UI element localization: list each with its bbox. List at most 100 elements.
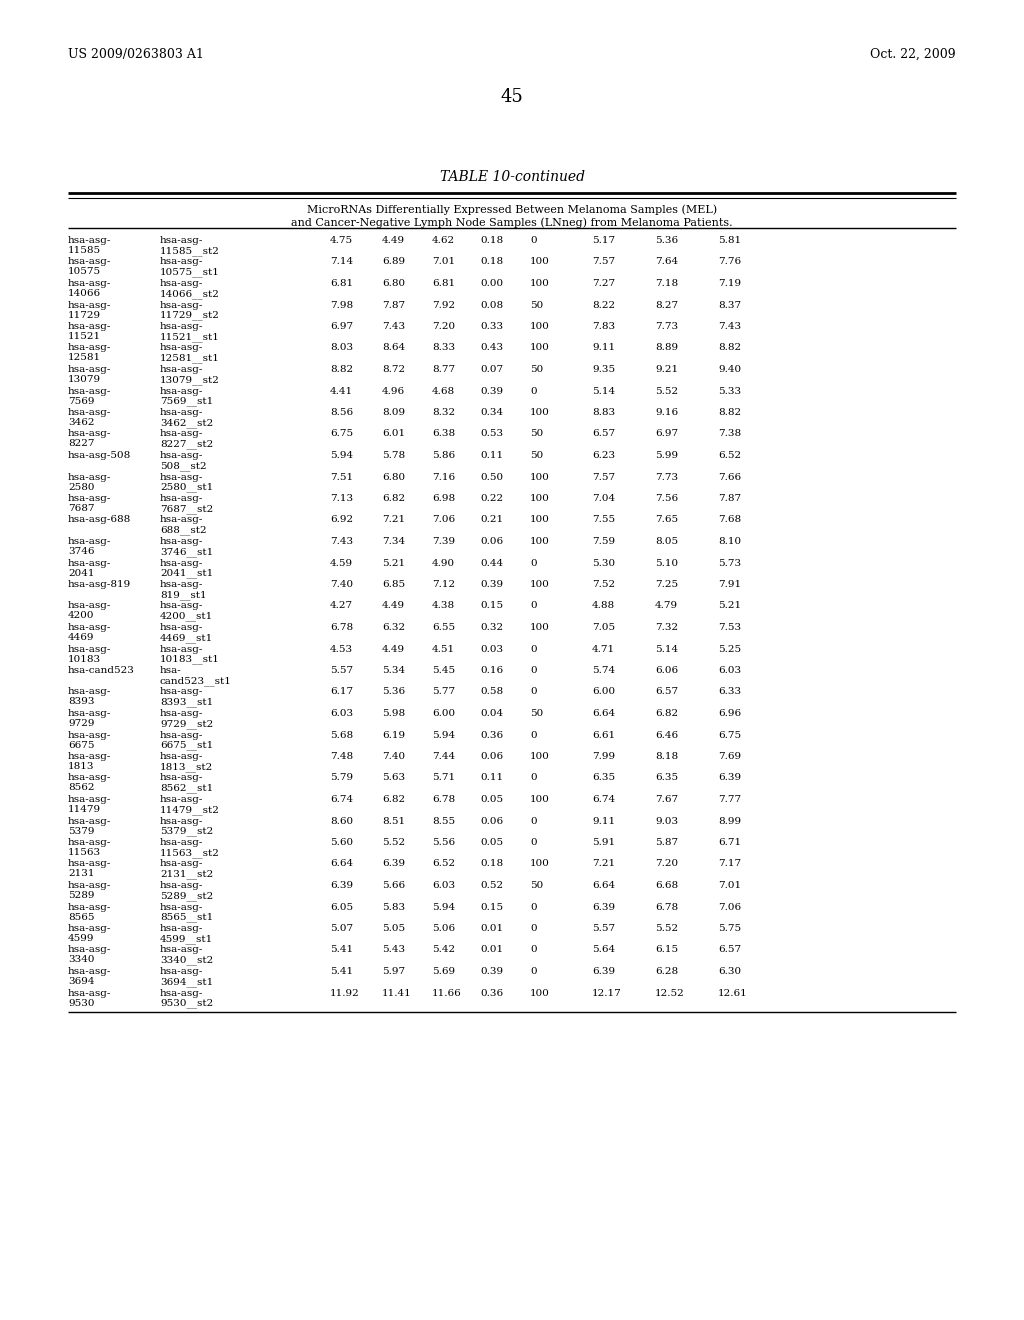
Text: hsa-asg-: hsa-asg- <box>68 688 112 697</box>
Text: 6.78: 6.78 <box>432 795 455 804</box>
Text: hsa-asg-: hsa-asg- <box>160 795 204 804</box>
Text: 7687__st2: 7687__st2 <box>160 504 213 513</box>
Text: hsa-asg-: hsa-asg- <box>160 322 204 331</box>
Text: 6.55: 6.55 <box>432 623 455 632</box>
Text: 8565: 8565 <box>68 912 94 921</box>
Text: 6.80: 6.80 <box>382 473 406 482</box>
Text: 0: 0 <box>530 838 537 847</box>
Text: 100: 100 <box>530 795 550 804</box>
Text: 9.35: 9.35 <box>592 366 615 374</box>
Text: 5.17: 5.17 <box>592 236 615 246</box>
Text: 6.80: 6.80 <box>382 279 406 288</box>
Text: 7.68: 7.68 <box>718 516 741 524</box>
Text: hsa-asg-: hsa-asg- <box>68 257 112 267</box>
Text: hsa-asg-: hsa-asg- <box>160 644 204 653</box>
Text: 5.87: 5.87 <box>655 838 678 847</box>
Text: 6.35: 6.35 <box>655 774 678 783</box>
Text: hsa-asg-: hsa-asg- <box>68 343 112 352</box>
Text: 11585__st2: 11585__st2 <box>160 246 220 256</box>
Text: 7.48: 7.48 <box>330 752 353 762</box>
Text: 5.94: 5.94 <box>330 451 353 459</box>
Text: 5.97: 5.97 <box>382 968 406 975</box>
Text: hsa-asg-: hsa-asg- <box>68 644 112 653</box>
Text: 7.16: 7.16 <box>432 473 455 482</box>
Text: 7.91: 7.91 <box>718 579 741 589</box>
Text: 14066: 14066 <box>68 289 101 298</box>
Text: 7.40: 7.40 <box>330 579 353 589</box>
Text: 8.09: 8.09 <box>382 408 406 417</box>
Text: 7687: 7687 <box>68 504 94 513</box>
Text: 6.00: 6.00 <box>592 688 615 697</box>
Text: 9.16: 9.16 <box>655 408 678 417</box>
Text: 8.03: 8.03 <box>330 343 353 352</box>
Text: hsa-asg-: hsa-asg- <box>68 494 112 503</box>
Text: 50: 50 <box>530 709 544 718</box>
Text: 5.25: 5.25 <box>718 644 741 653</box>
Text: 0.07: 0.07 <box>480 366 503 374</box>
Text: hsa-asg-: hsa-asg- <box>160 602 204 610</box>
Text: 0: 0 <box>530 924 537 933</box>
Text: 0.36: 0.36 <box>480 989 503 998</box>
Text: 6.57: 6.57 <box>718 945 741 954</box>
Text: 4200__st1: 4200__st1 <box>160 611 213 622</box>
Text: hsa-asg-: hsa-asg- <box>160 989 204 998</box>
Text: 7.20: 7.20 <box>655 859 678 869</box>
Text: 3340__st2: 3340__st2 <box>160 956 213 965</box>
Text: hsa-asg-: hsa-asg- <box>68 817 112 825</box>
Text: 0: 0 <box>530 688 537 697</box>
Text: 5.36: 5.36 <box>655 236 678 246</box>
Text: 5.21: 5.21 <box>382 558 406 568</box>
Text: hsa-asg-688: hsa-asg-688 <box>68 516 131 524</box>
Text: 7.64: 7.64 <box>655 257 678 267</box>
Text: US 2009/0263803 A1: US 2009/0263803 A1 <box>68 48 204 61</box>
Text: 6.52: 6.52 <box>432 859 455 869</box>
Text: 2041__st1: 2041__st1 <box>160 569 213 578</box>
Text: 3746__st1: 3746__st1 <box>160 546 213 557</box>
Text: 5.98: 5.98 <box>382 709 406 718</box>
Text: 6.78: 6.78 <box>655 903 678 912</box>
Text: 0: 0 <box>530 730 537 739</box>
Text: hsa-asg-: hsa-asg- <box>160 451 204 459</box>
Text: 7.12: 7.12 <box>432 579 455 589</box>
Text: 7.66: 7.66 <box>718 473 741 482</box>
Text: 100: 100 <box>530 579 550 589</box>
Text: 6.92: 6.92 <box>330 516 353 524</box>
Text: 819__st1: 819__st1 <box>160 590 207 599</box>
Text: 5.30: 5.30 <box>592 558 615 568</box>
Text: 6.68: 6.68 <box>655 880 678 890</box>
Text: 5.10: 5.10 <box>655 558 678 568</box>
Text: hsa-asg-: hsa-asg- <box>160 859 204 869</box>
Text: hsa-asg-: hsa-asg- <box>68 945 112 954</box>
Text: hsa-asg-: hsa-asg- <box>160 903 204 912</box>
Text: 4599__st1: 4599__st1 <box>160 935 213 944</box>
Text: 4.75: 4.75 <box>330 236 353 246</box>
Text: 5.94: 5.94 <box>432 730 455 739</box>
Text: hsa-asg-: hsa-asg- <box>160 968 204 975</box>
Text: hsa-asg-: hsa-asg- <box>68 602 112 610</box>
Text: 0.03: 0.03 <box>480 644 503 653</box>
Text: 6.39: 6.39 <box>718 774 741 783</box>
Text: 5289__st2: 5289__st2 <box>160 891 213 900</box>
Text: 6.82: 6.82 <box>382 795 406 804</box>
Text: hsa-asg-: hsa-asg- <box>160 558 204 568</box>
Text: 7.34: 7.34 <box>382 537 406 546</box>
Text: 5.81: 5.81 <box>718 236 741 246</box>
Text: 5.63: 5.63 <box>382 774 406 783</box>
Text: hsa-asg-: hsa-asg- <box>160 945 204 954</box>
Text: 6.64: 6.64 <box>592 880 615 890</box>
Text: 0.05: 0.05 <box>480 838 503 847</box>
Text: 6.05: 6.05 <box>330 903 353 912</box>
Text: 7.13: 7.13 <box>330 494 353 503</box>
Text: 0.16: 0.16 <box>480 667 503 675</box>
Text: 45: 45 <box>501 88 523 106</box>
Text: 0.18: 0.18 <box>480 236 503 246</box>
Text: 4.59: 4.59 <box>330 558 353 568</box>
Text: 7.43: 7.43 <box>382 322 406 331</box>
Text: hsa-asg-: hsa-asg- <box>160 623 204 632</box>
Text: 7.21: 7.21 <box>592 859 615 869</box>
Text: 100: 100 <box>530 494 550 503</box>
Text: 5379: 5379 <box>68 826 94 836</box>
Text: hsa-asg-: hsa-asg- <box>68 924 112 933</box>
Text: 4.27: 4.27 <box>330 602 353 610</box>
Text: 2580: 2580 <box>68 483 94 491</box>
